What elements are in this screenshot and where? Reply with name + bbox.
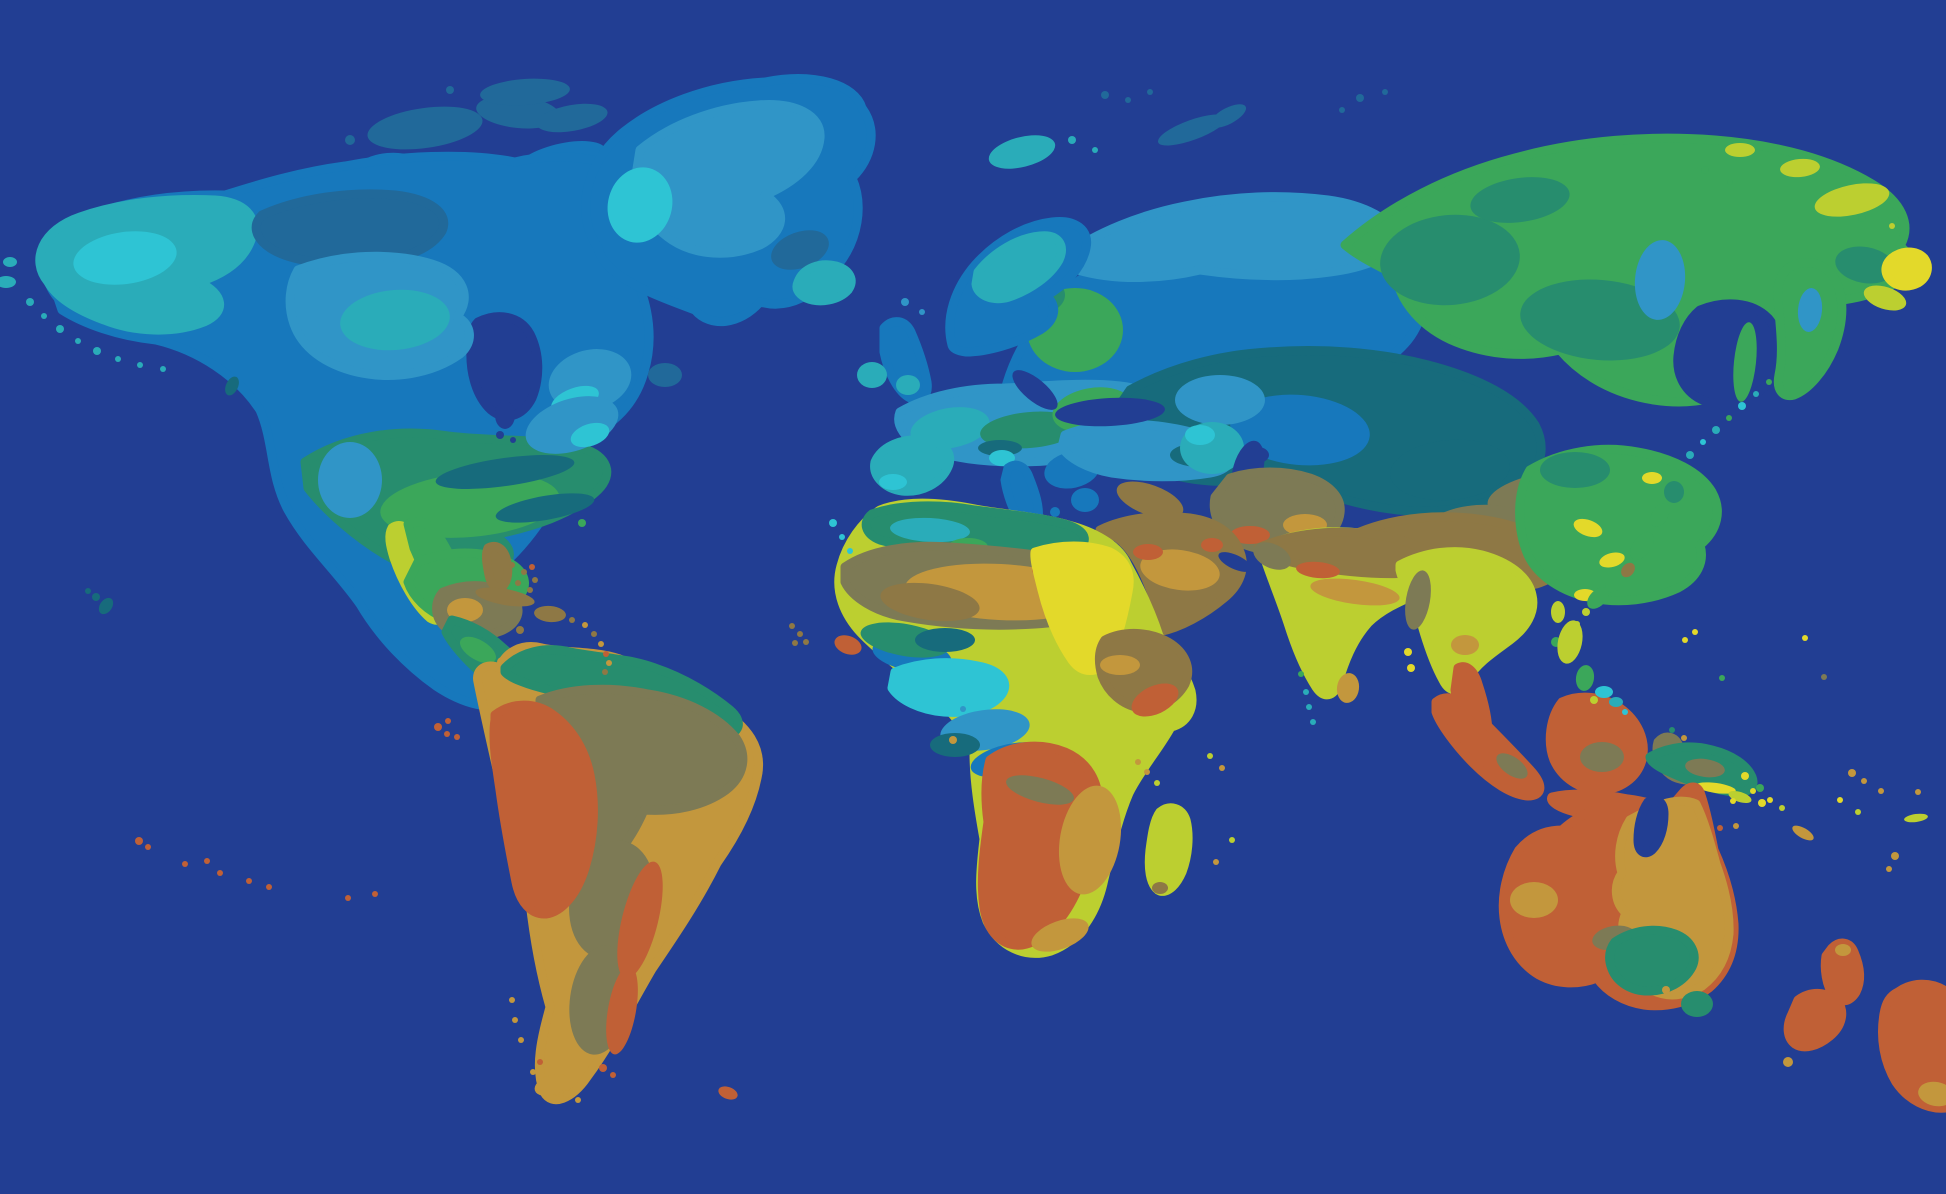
southeast-asia [1395, 379, 1827, 831]
north-america [35, 151, 682, 711]
russia-siberia [1000, 133, 1932, 409]
greenland [480, 74, 876, 327]
australia-oceania [1498, 769, 1946, 1113]
south-america [473, 642, 763, 1105]
africa [834, 498, 1197, 958]
atlantic-islands [792, 260, 932, 405]
caribbean [475, 519, 612, 675]
india [1253, 527, 1441, 703]
ocean-island-dots [0, 257, 1316, 901]
